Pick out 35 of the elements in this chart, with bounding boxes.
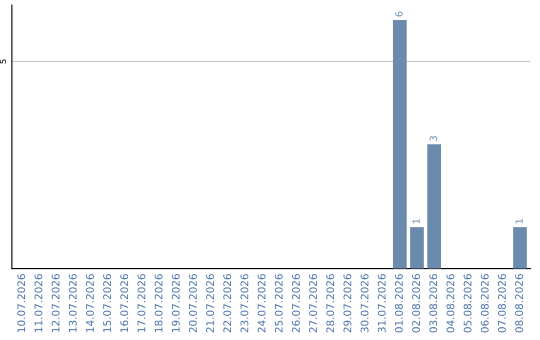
data-label: 1 [516,219,523,224]
x-tick-label: 20.07.2026 [188,274,197,332]
x-tick-label: 04.08.2026 [446,274,454,332]
x-tick-label: 15.07.2026 [103,274,112,332]
x-tick-label: 31.07.2026 [378,274,386,332]
x-tick-label: 02.08.2026 [412,274,420,332]
x-tick-label: 05.08.2026 [464,274,472,332]
x-tick-label: 21.07.2026 [206,274,214,332]
x-tick-label: 17.07.2026 [137,274,146,332]
x-tick-label: 22.07.2026 [223,274,232,332]
x-tick-label: 23.07.2026 [240,274,248,332]
data-label: 3 [430,136,437,141]
x-tick-label: 12.07.2026 [52,274,60,332]
x-tick-label: 27.07.2026 [309,274,318,332]
x-tick-label: 16.07.2026 [120,274,128,332]
x-tick-label: 18.07.2026 [154,274,163,332]
x-tick-label: 26.07.2026 [292,274,300,332]
x-tick-label: 30.07.2026 [360,274,369,332]
x-tick-label: 06.08.2026 [480,274,489,332]
data-label: 1 [412,219,420,224]
x-tick-label: 01.08.2026 [394,274,403,332]
data-label: 6 [395,12,403,17]
x-tick-label: 10.07.2026 [17,274,26,332]
x-tick-label: 11.07.2026 [34,274,42,332]
x-tick-label: 29.07.2026 [343,274,352,332]
ref-line-label: 5 [0,60,6,64]
x-tick-label: 25.07.2026 [274,274,283,332]
x-tick-label: 28.07.2026 [326,274,334,332]
x-tick-label: 19.07.2026 [172,274,180,332]
x-tick-label: 13.07.2026 [68,274,77,332]
x-tick-label: 14.07.2026 [86,274,94,332]
x-tick-label: 24.07.2026 [258,274,266,332]
x-tick-label: 03.08.2026 [429,274,438,332]
x-tick-label: 07.08.2026 [498,274,506,332]
x-tick-label: 08.08.2026 [515,274,524,332]
